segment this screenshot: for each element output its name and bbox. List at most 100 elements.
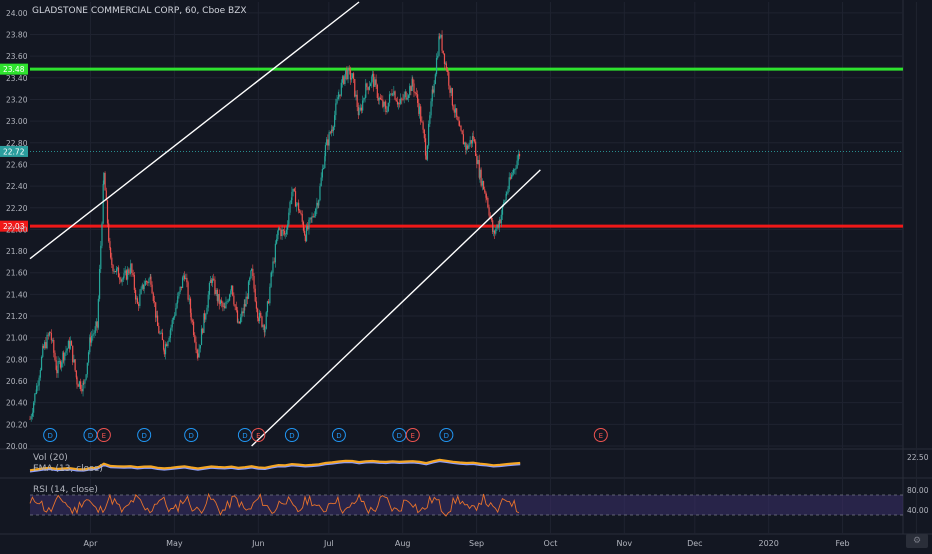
candle-body (367, 87, 369, 90)
candle-body (283, 230, 286, 235)
candle-body (288, 212, 290, 225)
candle-body (429, 115, 431, 124)
dividend-marker[interactable] (439, 428, 454, 442)
candle-body (296, 203, 298, 207)
axis-settings-icon[interactable]: ⚙ (906, 534, 928, 548)
candle-body (36, 385, 38, 394)
candle-body (40, 356, 43, 371)
candle-body (385, 105, 387, 113)
candle-body (460, 125, 462, 131)
candle-body (145, 281, 148, 283)
earnings-marker[interactable] (96, 428, 111, 442)
candle-body (187, 282, 189, 300)
candle-body (426, 145, 429, 160)
candle-body (388, 94, 391, 103)
candle-body (270, 272, 272, 287)
candle-body (373, 73, 375, 87)
candle-body (321, 168, 323, 178)
candle-body (203, 313, 205, 333)
candle-body (168, 337, 170, 342)
time-tick-label: Dec (687, 539, 702, 548)
earnings-marker[interactable] (405, 428, 420, 442)
candle-body (242, 311, 244, 314)
candle-body (327, 139, 329, 146)
candle-body (75, 370, 77, 378)
price-tick-label: 23.00 (6, 117, 28, 126)
candle-body (418, 106, 421, 114)
earnings-marker[interactable] (251, 428, 266, 442)
dividend-marker[interactable] (184, 428, 199, 442)
dividend-marker-label: D (88, 432, 93, 440)
candle-body (81, 389, 83, 392)
candle-body (200, 328, 203, 346)
earnings-marker[interactable] (593, 428, 608, 442)
dividend-marker[interactable] (284, 428, 299, 442)
candle-body (475, 141, 477, 157)
candle-body (183, 275, 186, 280)
candle-body (398, 103, 400, 105)
candle-body (116, 267, 118, 269)
price-tick-label: 21.40 (6, 290, 28, 299)
candle-body (204, 313, 206, 320)
candle-body (206, 307, 208, 315)
candle-body (334, 115, 336, 127)
price-tick-label: 20.40 (6, 399, 28, 408)
axes: 24.00 23.80 23.60 23.40 23.20 23.00 22.80 22.60… (6, 9, 929, 548)
candle-body (358, 110, 360, 116)
candle-body (275, 239, 278, 244)
candle-body (58, 361, 60, 362)
candle-body (317, 202, 319, 206)
candle-body (495, 229, 497, 234)
candle-body (111, 257, 113, 265)
trend-lines[interactable] (29, 1, 541, 447)
candle-body (274, 243, 276, 263)
candle-body (133, 274, 135, 290)
time-tick-label: Jul (323, 539, 334, 548)
candle-body (109, 241, 111, 248)
candle-body (371, 76, 373, 84)
dividend-marker[interactable] (137, 428, 152, 442)
candle-body (338, 94, 340, 98)
candle-body (514, 169, 516, 171)
candle-body (362, 100, 364, 111)
candle-body (390, 93, 392, 95)
candle-body (144, 281, 146, 286)
candle-body (164, 344, 167, 355)
candle-body (217, 293, 219, 301)
candle-body (329, 132, 331, 134)
candle-body (210, 279, 212, 283)
rsi-line (29, 492, 520, 517)
price-tick-label: 23.20 (6, 95, 28, 104)
candle-body (55, 360, 57, 370)
candle-body (96, 321, 98, 328)
candle-body (282, 229, 284, 231)
candle-body (33, 402, 35, 413)
candle-body (124, 270, 126, 274)
candle-body (39, 370, 41, 378)
candle-body (169, 330, 171, 338)
candle-body (112, 264, 114, 272)
candle-body (125, 270, 128, 280)
dividend-marker-label: D (336, 432, 341, 440)
candle-body (116, 268, 118, 272)
candle-body (225, 302, 227, 309)
candle-body (91, 335, 93, 343)
dividend-marker[interactable] (43, 428, 58, 442)
candle-body (232, 285, 234, 296)
candle-body (48, 331, 51, 336)
candle-body (449, 85, 451, 93)
candle-body (69, 341, 71, 349)
candle-body (86, 362, 88, 375)
candle-body (393, 91, 395, 95)
dividend-marker[interactable] (331, 428, 346, 442)
candle-body (453, 109, 455, 113)
candle-body (423, 129, 425, 139)
candle-body (161, 332, 164, 341)
candle-body (215, 289, 217, 295)
candle-body (357, 107, 359, 116)
candle-body (511, 174, 513, 179)
candle-body (113, 270, 115, 272)
